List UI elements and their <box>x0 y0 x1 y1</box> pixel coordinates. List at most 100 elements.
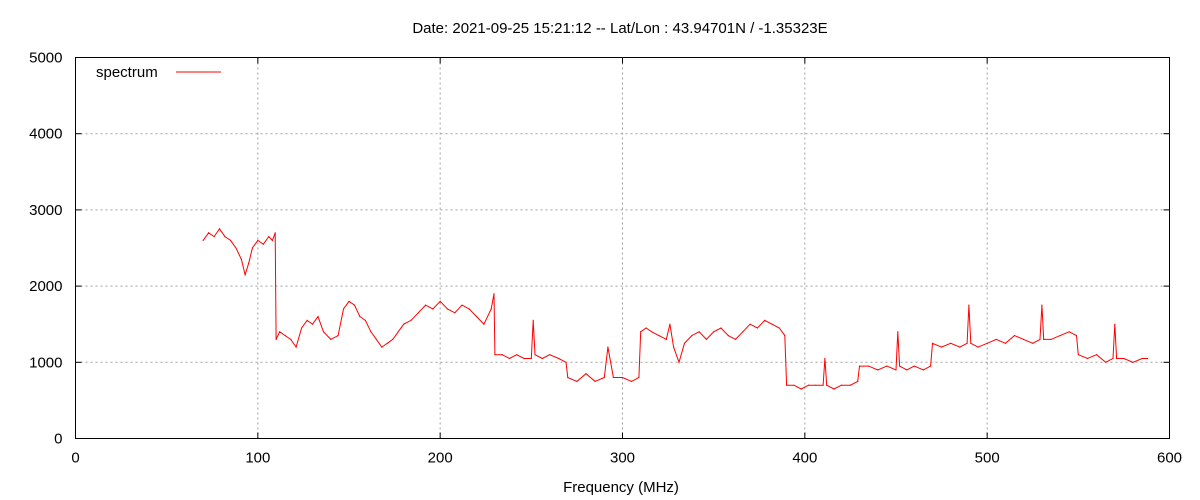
data-point <box>815 384 817 386</box>
x-tick-label: 300 <box>610 450 635 467</box>
data-point <box>683 342 686 344</box>
data-point <box>950 342 952 344</box>
data-point <box>508 357 511 360</box>
data-point <box>970 342 972 344</box>
data-point <box>342 308 345 310</box>
series-layer <box>202 228 1149 390</box>
data-point <box>673 346 675 348</box>
legend-label-spectrum: spectrum <box>96 64 158 81</box>
data-point <box>1077 354 1079 356</box>
data-point <box>640 331 642 333</box>
data-point <box>607 346 609 348</box>
data-point <box>490 308 492 310</box>
data-point <box>290 338 292 340</box>
data-point <box>886 365 888 367</box>
data-point <box>317 316 319 318</box>
data-point <box>1050 338 1052 340</box>
data-point <box>224 236 226 238</box>
data-point <box>375 338 377 340</box>
data-point <box>658 335 660 337</box>
data-point <box>235 247 237 249</box>
data-point <box>669 323 671 325</box>
data-point <box>1032 342 1034 344</box>
data-point <box>986 342 988 344</box>
data-point <box>501 354 503 356</box>
data-point <box>1123 357 1125 360</box>
data-point <box>651 331 653 333</box>
legend: spectrum <box>96 64 221 81</box>
chart-title: Date: 2021-09-25 15:21:12 -- Lat/Lon : 4… <box>412 20 827 37</box>
data-point <box>1041 304 1043 306</box>
data-point <box>698 331 700 333</box>
data-point <box>742 331 744 333</box>
data-point <box>756 327 759 329</box>
data-point <box>877 369 879 371</box>
x-tick-label: 400 <box>792 450 817 467</box>
data-point <box>1013 335 1016 337</box>
y-tick-label: 0 <box>54 431 62 448</box>
y-tick-label: 1000 <box>29 354 62 371</box>
data-point <box>749 323 751 325</box>
data-point <box>913 365 915 367</box>
data-point <box>439 300 441 302</box>
y-tick-label: 5000 <box>29 50 62 67</box>
x-axis-label: Frequency (MHz) <box>563 479 679 496</box>
data-point <box>461 304 463 306</box>
data-point <box>248 262 250 264</box>
data-point <box>612 376 615 379</box>
data-point <box>922 369 925 371</box>
data-point <box>567 376 569 379</box>
data-point <box>857 380 859 382</box>
data-point <box>713 331 715 333</box>
data-point <box>966 342 968 344</box>
data-point <box>353 304 356 306</box>
data-point <box>771 323 773 325</box>
data-point <box>906 369 908 371</box>
data-point <box>565 361 567 363</box>
data-point <box>778 327 780 329</box>
data-point <box>858 365 861 367</box>
data-point <box>208 232 210 234</box>
data-point <box>1075 335 1078 337</box>
data-point <box>585 373 587 375</box>
data-point <box>645 327 647 329</box>
data-point <box>734 338 737 340</box>
data-point <box>274 232 276 234</box>
data-point <box>257 239 259 241</box>
data-point <box>330 338 332 340</box>
data-point <box>386 342 388 344</box>
data-point <box>392 338 394 340</box>
data-point <box>454 312 456 314</box>
data-point <box>202 239 204 241</box>
data-point <box>271 239 273 241</box>
data-point <box>240 258 242 260</box>
data-point <box>534 354 536 356</box>
y-tick-label: 4000 <box>29 126 62 143</box>
data-point <box>826 384 828 386</box>
data-point <box>720 327 722 329</box>
data-point <box>1141 357 1143 360</box>
data-point <box>410 319 412 321</box>
data-point <box>959 346 961 348</box>
data-point <box>603 376 605 379</box>
data-point <box>1068 331 1070 333</box>
data-point <box>977 346 979 348</box>
y-tick-label: 3000 <box>29 202 62 219</box>
data-point <box>370 331 372 333</box>
x-tick-label: 600 <box>1157 450 1182 467</box>
data-point <box>1043 338 1045 340</box>
data-point <box>311 323 314 325</box>
data-point <box>793 384 795 386</box>
data-point <box>1116 357 1118 360</box>
data-point <box>364 319 366 321</box>
data-point <box>532 319 534 321</box>
data-point <box>840 384 842 386</box>
plot-frame <box>75 57 1170 439</box>
y-axis-ticks: 0 1000 2000 3000 4000 5000 <box>29 50 1170 448</box>
data-point <box>213 236 215 238</box>
data-point <box>691 335 693 337</box>
data-point <box>784 335 786 337</box>
data-point <box>930 365 932 367</box>
data-point <box>1059 335 1061 337</box>
